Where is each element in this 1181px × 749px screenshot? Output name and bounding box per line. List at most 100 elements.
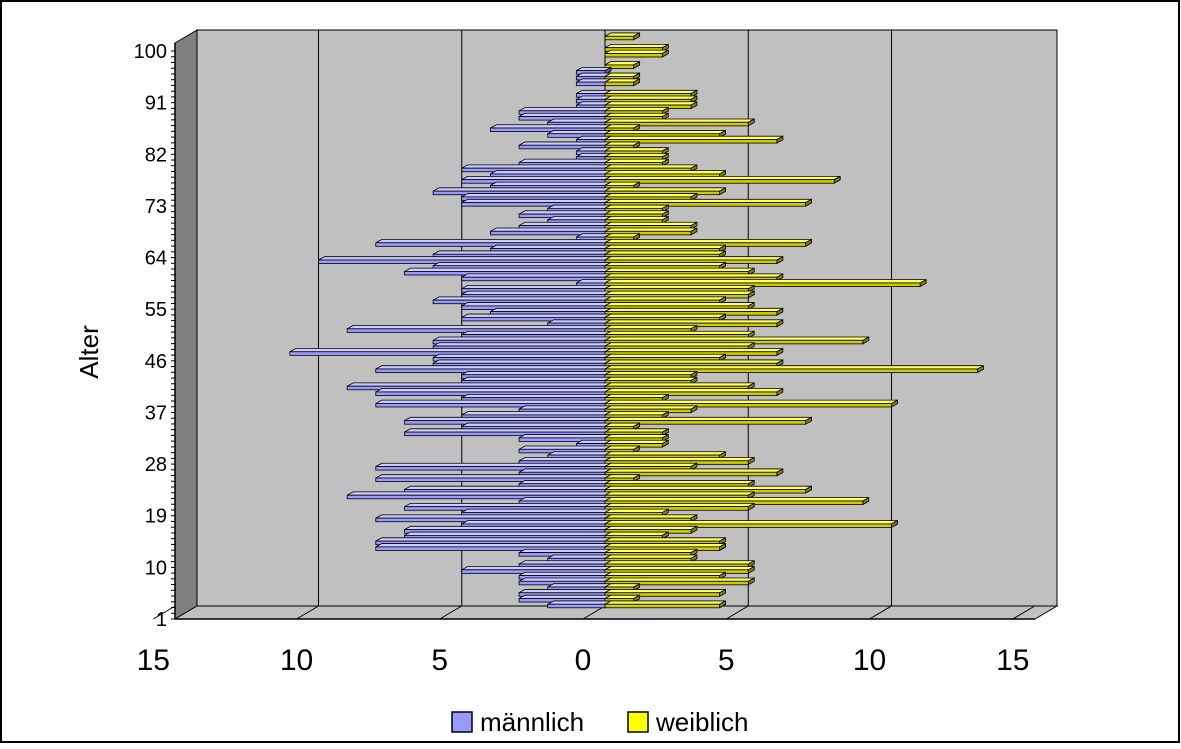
female-bar — [604, 43, 669, 52]
female-bar — [604, 129, 726, 138]
y-axis-title: Alter — [74, 325, 104, 379]
floor-gridline — [1012, 605, 1036, 620]
female-bar — [604, 508, 669, 517]
y-tick-label: 10 — [145, 557, 167, 579]
male-bar — [547, 600, 612, 609]
female-bar — [604, 410, 669, 420]
female-bar — [604, 422, 641, 431]
female-bar — [604, 474, 641, 483]
female-bar — [604, 72, 641, 81]
female-bar — [604, 146, 669, 156]
female-bar — [604, 519, 898, 529]
female-bar — [604, 416, 812, 425]
female-bar — [604, 393, 669, 402]
female-bar — [604, 135, 784, 144]
female-bar — [604, 577, 755, 586]
x-tick-label: 5 — [718, 644, 735, 677]
floor-gridline — [439, 605, 463, 620]
female-bar — [604, 537, 726, 546]
female-bar — [604, 307, 784, 316]
female-bar — [604, 319, 784, 328]
female-bar — [604, 124, 641, 133]
y-tick-label: 100 — [134, 41, 167, 63]
female-bar — [604, 256, 784, 265]
female-bar — [604, 565, 755, 575]
female-bar — [604, 468, 784, 477]
female-bar — [604, 296, 726, 305]
female-bar — [604, 198, 812, 207]
y-tick-label: 19 — [145, 506, 167, 528]
female-bar — [604, 445, 641, 454]
y-tick-label: 1 — [156, 609, 167, 631]
female-bar — [604, 112, 669, 121]
female-bar — [604, 32, 641, 41]
female-bar — [604, 399, 898, 408]
legend: männlich weiblich — [451, 707, 749, 737]
floor-gridline — [296, 605, 319, 620]
female-bar — [604, 382, 755, 391]
female-bar — [604, 353, 726, 362]
y-tick-label: 46 — [145, 351, 167, 373]
y-tick-label: 55 — [145, 299, 167, 321]
y-tick-label: 37 — [145, 402, 167, 424]
y-tick-label: 91 — [145, 93, 167, 115]
male-bar — [518, 548, 612, 557]
female-bar — [604, 278, 927, 288]
female-bar — [604, 181, 641, 190]
x-tick-label: 10 — [280, 644, 313, 677]
female-bar — [604, 514, 698, 523]
legend-swatch — [451, 711, 473, 733]
female-bar — [604, 101, 698, 110]
female-bar — [604, 451, 726, 460]
female-bar — [604, 502, 755, 511]
floor-gridline — [725, 605, 749, 620]
male-bar — [518, 468, 612, 477]
female-bar — [604, 301, 755, 311]
y-tick-label: 28 — [145, 454, 167, 476]
female-bar — [604, 548, 698, 557]
female-bar — [604, 387, 784, 397]
female-bar — [604, 221, 698, 230]
female-bar — [604, 49, 669, 58]
x-tick-label: 5 — [431, 644, 448, 677]
female-bar — [604, 227, 698, 236]
legend-swatch — [627, 711, 649, 733]
female-bar — [604, 238, 812, 248]
male-bar — [575, 66, 612, 75]
female-bar — [604, 594, 641, 603]
x-tick-label: 15 — [996, 644, 1029, 677]
female-bar — [604, 491, 755, 500]
female-bar — [604, 324, 698, 334]
legend-label: weiblich — [655, 707, 749, 737]
female-bar — [604, 210, 669, 219]
x-tick-label: 15 — [137, 644, 170, 677]
female-bar — [604, 60, 641, 70]
female-bar — [604, 78, 641, 87]
female-bar — [604, 313, 726, 322]
legend-label: männlich — [480, 707, 584, 737]
floor-gridline — [869, 605, 892, 620]
female-bar — [604, 462, 698, 471]
floor-gridline — [152, 605, 176, 620]
female-bar — [604, 496, 870, 506]
y-tick-label: 73 — [145, 196, 167, 218]
female-bar — [604, 479, 755, 488]
female-bar — [604, 273, 784, 282]
female-bar — [604, 456, 755, 466]
female-bar — [604, 525, 698, 534]
x-tick-label: 0 — [575, 644, 592, 677]
female-bar — [604, 560, 755, 569]
female-bar — [604, 542, 726, 552]
female-bar — [604, 439, 669, 448]
y-tick-label: 64 — [145, 248, 167, 270]
plot-side-wall — [174, 29, 198, 620]
x-tick-label: 10 — [853, 644, 886, 677]
female-bar — [604, 588, 726, 597]
y-tick-label: 82 — [145, 144, 167, 166]
female-bar — [604, 365, 984, 374]
female-bar — [604, 158, 669, 167]
female-bar — [604, 554, 698, 563]
female-bar — [604, 531, 669, 540]
